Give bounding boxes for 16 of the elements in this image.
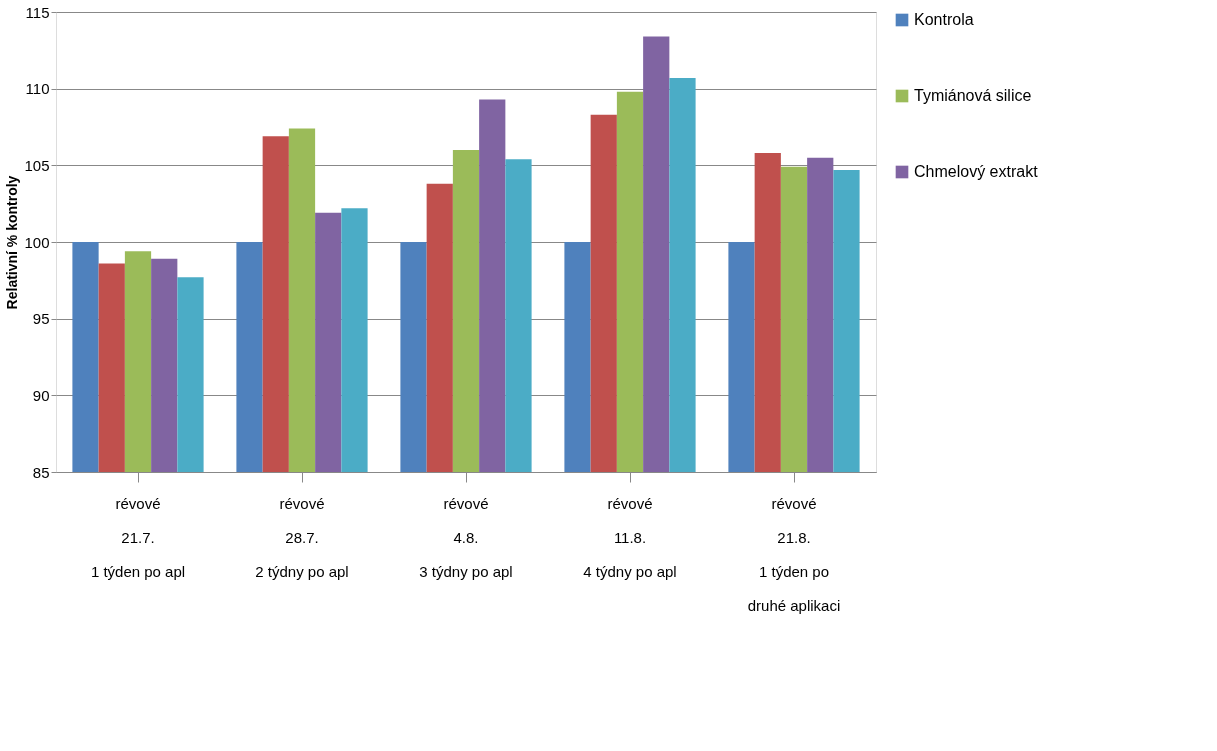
y-axis-title: Relativní % kontroly <box>4 175 21 310</box>
y-tick-label: 85 <box>32 463 50 481</box>
y-tick-label: 100 <box>24 233 50 251</box>
y-tick-label: 115 <box>25 3 50 21</box>
legend-label: Kontrola <box>914 11 974 28</box>
x-tick-label: révové 11.8. 4 týdny po apl <box>583 494 677 580</box>
y-tick-label: 105 <box>24 156 50 174</box>
y-tick-label: 90 <box>32 386 50 404</box>
y-tick-label: 95 <box>32 310 50 328</box>
x-tick-label: révové 21.8. 1 týden po druhé aplikaci <box>747 494 841 614</box>
x-tick-label: révové 28.7. 2 týdny po apl <box>255 494 349 580</box>
legend-label: Tymiánová silice <box>914 87 1032 104</box>
legend-label: Chmelový extrakt <box>914 163 1039 180</box>
x-tick-label: révové 21.7. 1 týden po apl <box>90 494 186 580</box>
y-tick-label: 110 <box>25 80 50 98</box>
x-tick-label: révové 4.8. 3 týdny po apl <box>419 494 513 580</box>
